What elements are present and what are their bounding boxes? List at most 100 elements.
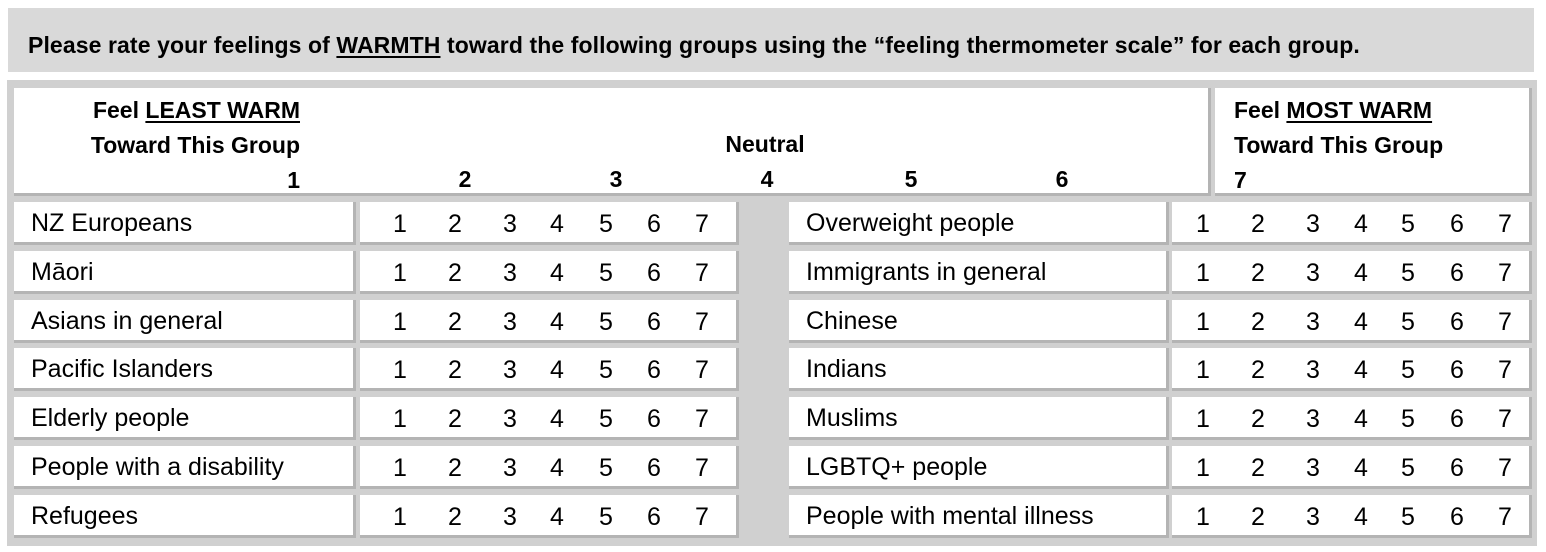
rating-option-2[interactable]: 2 — [448, 308, 462, 336]
rating-option-3[interactable]: 3 — [503, 259, 517, 287]
rating-option-3[interactable]: 3 — [1306, 259, 1320, 287]
rating-option-7[interactable]: 7 — [1498, 308, 1512, 336]
rating-option-7[interactable]: 7 — [695, 210, 709, 238]
rating-option-6[interactable]: 6 — [647, 210, 661, 238]
rating-option-4[interactable]: 4 — [1354, 356, 1368, 384]
rating-option-4[interactable]: 4 — [1354, 405, 1368, 433]
rating-option-5[interactable]: 5 — [599, 454, 613, 482]
rating-option-3[interactable]: 3 — [503, 356, 517, 384]
rating-option-4[interactable]: 4 — [1354, 454, 1368, 482]
rating-option-4[interactable]: 4 — [550, 454, 564, 482]
rating-option-7[interactable]: 7 — [1498, 259, 1512, 287]
rating-option-2[interactable]: 2 — [1251, 210, 1265, 238]
rating-option-2[interactable]: 2 — [448, 503, 462, 531]
rating-option-6[interactable]: 6 — [1450, 210, 1464, 238]
rating-option-5[interactable]: 5 — [599, 405, 613, 433]
rating-option-6[interactable]: 6 — [1450, 356, 1464, 384]
rating-option-5[interactable]: 5 — [599, 259, 613, 287]
rating-option-7[interactable]: 7 — [1498, 405, 1512, 433]
rating-option-5[interactable]: 5 — [599, 308, 613, 336]
rating-option-7[interactable]: 7 — [695, 308, 709, 336]
rating-option-7[interactable]: 7 — [1498, 210, 1512, 238]
rating-option-1[interactable]: 1 — [393, 503, 407, 531]
rating-option-5[interactable]: 5 — [1401, 308, 1415, 336]
rating-option-5[interactable]: 5 — [1401, 356, 1415, 384]
rating-option-2[interactable]: 2 — [448, 259, 462, 287]
rating-option-4[interactable]: 4 — [1354, 259, 1368, 287]
right-group-label: LGBTQ+ people — [789, 446, 1169, 489]
rating-option-5[interactable]: 5 — [1401, 503, 1415, 531]
rating-option-1[interactable]: 1 — [393, 454, 407, 482]
rating-option-7[interactable]: 7 — [1498, 454, 1512, 482]
rating-option-7[interactable]: 7 — [695, 259, 709, 287]
rating-option-3[interactable]: 3 — [503, 503, 517, 531]
rating-option-2[interactable]: 2 — [448, 405, 462, 433]
rating-option-3[interactable]: 3 — [1306, 356, 1320, 384]
rating-option-1[interactable]: 1 — [1196, 259, 1210, 287]
rating-option-2[interactable]: 2 — [448, 454, 462, 482]
rating-option-7[interactable]: 7 — [1498, 503, 1512, 531]
rating-option-1[interactable]: 1 — [393, 405, 407, 433]
rating-option-6[interactable]: 6 — [647, 503, 661, 531]
rating-option-6[interactable]: 6 — [1450, 259, 1464, 287]
rating-option-3[interactable]: 3 — [503, 454, 517, 482]
rating-option-3[interactable]: 3 — [503, 308, 517, 336]
rating-option-6[interactable]: 6 — [647, 454, 661, 482]
rating-option-7[interactable]: 7 — [695, 503, 709, 531]
rating-option-2[interactable]: 2 — [1251, 308, 1265, 336]
rating-option-2[interactable]: 2 — [1251, 259, 1265, 287]
rating-option-5[interactable]: 5 — [599, 210, 613, 238]
rating-option-4[interactable]: 4 — [1354, 503, 1368, 531]
rating-option-3[interactable]: 3 — [1306, 308, 1320, 336]
header-neutral: Neutral 2 3 4 5 6 — [319, 88, 1211, 196]
rating-option-3[interactable]: 3 — [503, 405, 517, 433]
rating-option-5[interactable]: 5 — [599, 356, 613, 384]
rating-option-1[interactable]: 1 — [1196, 356, 1210, 384]
rating-option-2[interactable]: 2 — [1251, 454, 1265, 482]
rating-option-7[interactable]: 7 — [695, 405, 709, 433]
rating-option-4[interactable]: 4 — [1354, 308, 1368, 336]
rating-option-5[interactable]: 5 — [1401, 259, 1415, 287]
rating-option-3[interactable]: 3 — [1306, 405, 1320, 433]
rating-option-2[interactable]: 2 — [448, 356, 462, 384]
rating-option-4[interactable]: 4 — [1354, 210, 1368, 238]
rating-option-5[interactable]: 5 — [599, 503, 613, 531]
rating-option-2[interactable]: 2 — [1251, 503, 1265, 531]
rating-option-2[interactable]: 2 — [1251, 405, 1265, 433]
rating-option-2[interactable]: 2 — [448, 210, 462, 238]
rating-option-1[interactable]: 1 — [1196, 210, 1210, 238]
rating-option-1[interactable]: 1 — [393, 356, 407, 384]
rating-option-7[interactable]: 7 — [1498, 356, 1512, 384]
rating-option-2[interactable]: 2 — [1251, 356, 1265, 384]
rating-option-4[interactable]: 4 — [550, 259, 564, 287]
rating-option-3[interactable]: 3 — [1306, 210, 1320, 238]
rating-option-6[interactable]: 6 — [647, 308, 661, 336]
rating-option-6[interactable]: 6 — [1450, 454, 1464, 482]
rating-option-4[interactable]: 4 — [550, 210, 564, 238]
rating-option-6[interactable]: 6 — [647, 356, 661, 384]
rating-option-1[interactable]: 1 — [393, 210, 407, 238]
rating-option-3[interactable]: 3 — [503, 210, 517, 238]
rating-option-1[interactable]: 1 — [1196, 454, 1210, 482]
rating-option-7[interactable]: 7 — [695, 454, 709, 482]
rating-option-1[interactable]: 1 — [1196, 405, 1210, 433]
rating-option-1[interactable]: 1 — [393, 259, 407, 287]
rating-option-6[interactable]: 6 — [647, 405, 661, 433]
rating-option-6[interactable]: 6 — [1450, 405, 1464, 433]
rating-option-1[interactable]: 1 — [1196, 308, 1210, 336]
rating-option-1[interactable]: 1 — [1196, 503, 1210, 531]
rating-option-6[interactable]: 6 — [647, 259, 661, 287]
rating-option-7[interactable]: 7 — [695, 356, 709, 384]
rating-option-6[interactable]: 6 — [1450, 503, 1464, 531]
rating-option-5[interactable]: 5 — [1401, 405, 1415, 433]
rating-option-6[interactable]: 6 — [1450, 308, 1464, 336]
rating-option-4[interactable]: 4 — [550, 308, 564, 336]
rating-option-3[interactable]: 3 — [1306, 503, 1320, 531]
rating-option-4[interactable]: 4 — [550, 405, 564, 433]
rating-option-3[interactable]: 3 — [1306, 454, 1320, 482]
rating-option-1[interactable]: 1 — [393, 308, 407, 336]
rating-option-5[interactable]: 5 — [1401, 210, 1415, 238]
rating-option-4[interactable]: 4 — [550, 356, 564, 384]
rating-option-4[interactable]: 4 — [550, 503, 564, 531]
rating-option-5[interactable]: 5 — [1401, 454, 1415, 482]
